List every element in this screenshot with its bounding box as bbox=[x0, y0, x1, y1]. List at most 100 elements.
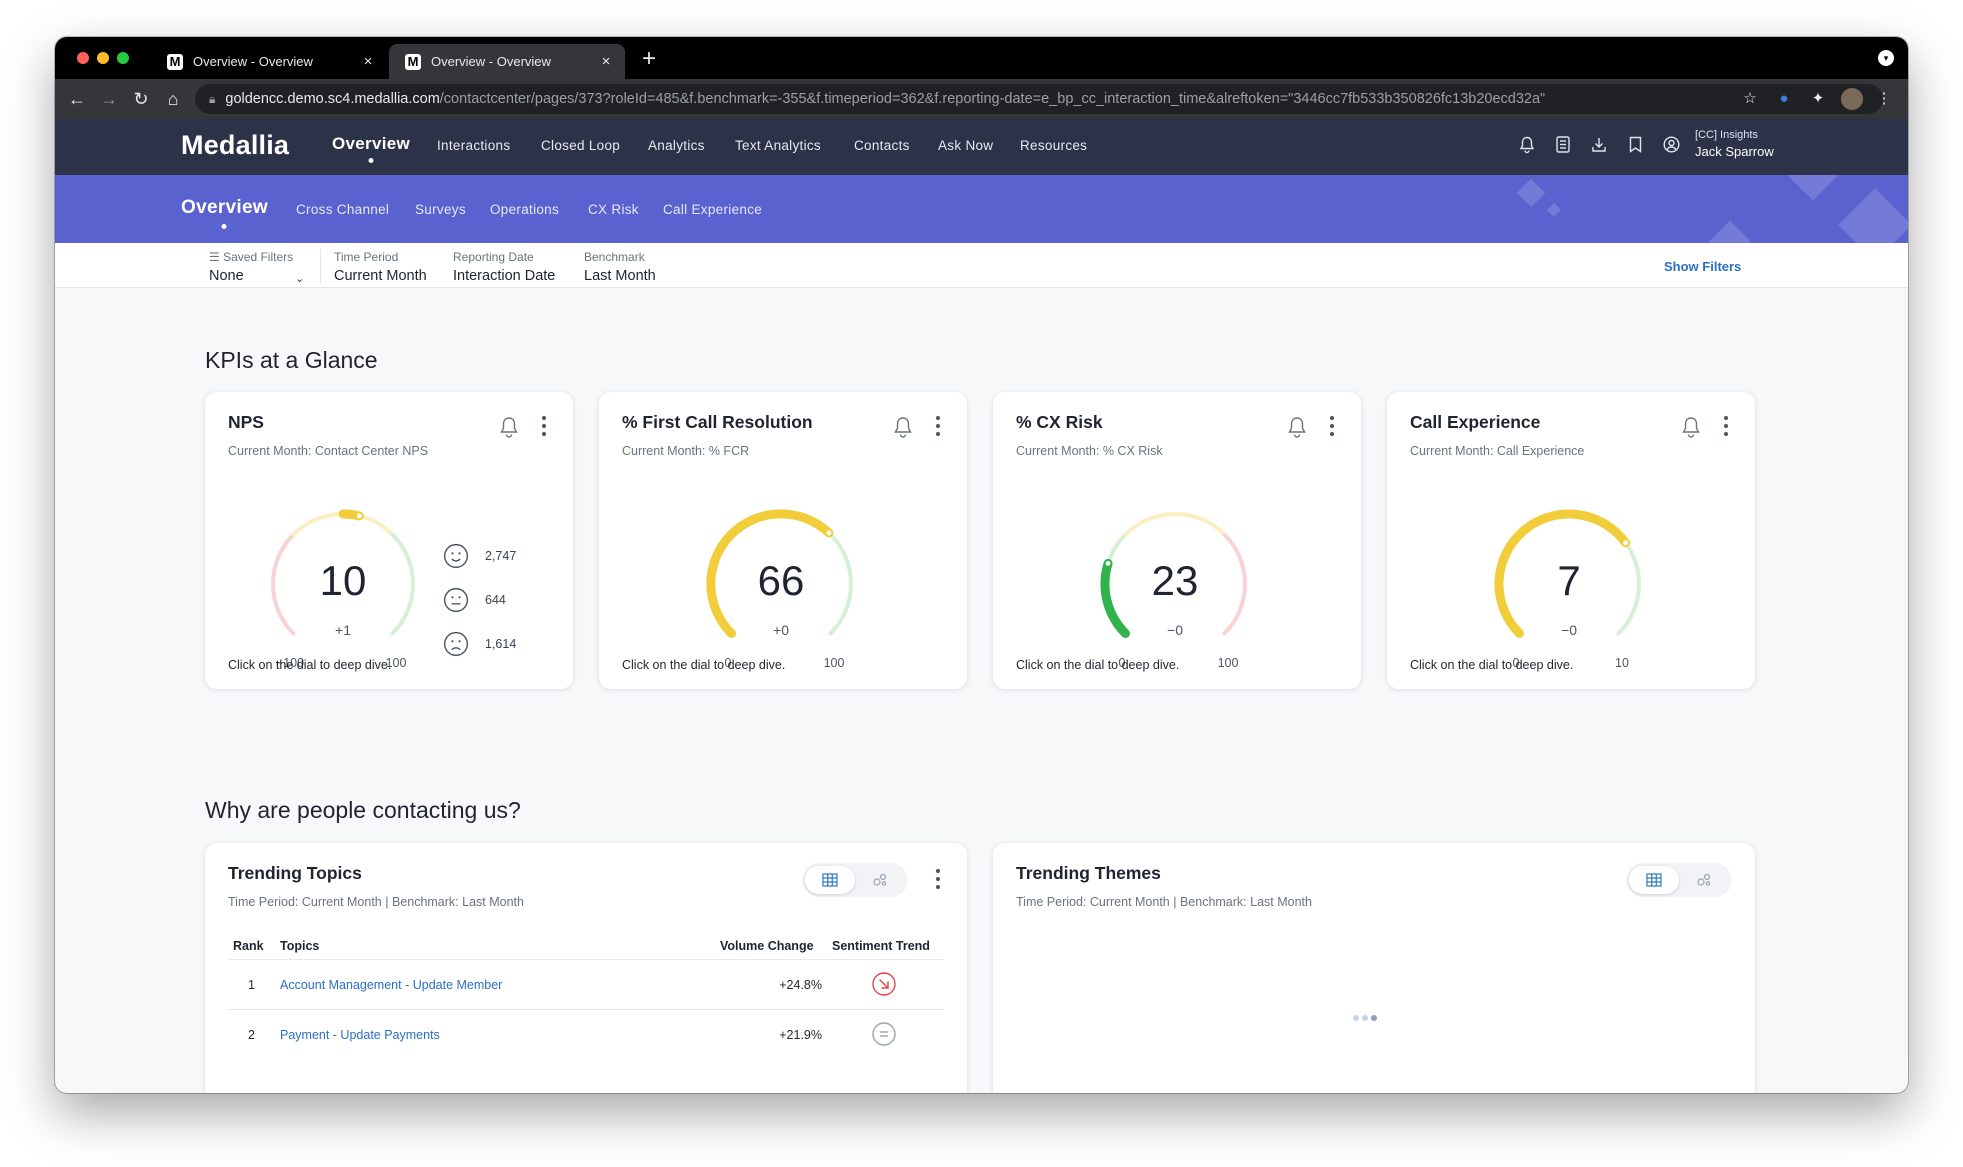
kpi-card: NPS Current Month: Contact Center NPS 10… bbox=[205, 392, 573, 689]
tab-title: Overview - Overview bbox=[193, 54, 313, 69]
kpi-dial[interactable]: 23 −0 0 100 bbox=[1100, 509, 1280, 670]
tab-search-icon[interactable]: ▾ bbox=[1878, 50, 1894, 66]
reload-icon[interactable]: ↻ bbox=[133, 89, 149, 109]
alert-bell-icon[interactable] bbox=[1681, 416, 1701, 438]
alert-bell-icon[interactable] bbox=[499, 416, 519, 438]
filter-label: Time Period bbox=[334, 250, 399, 264]
neutral-face-icon bbox=[443, 587, 477, 613]
table-grid-icon bbox=[1646, 873, 1662, 887]
close-window-button[interactable] bbox=[77, 52, 89, 64]
nav-contacts[interactable]: Contacts bbox=[854, 138, 910, 153]
back-arrow-icon[interactable]: ← bbox=[68, 89, 86, 109]
gauge-value-arc bbox=[706, 509, 834, 638]
kpi-dial[interactable]: 10 +1 −100 100 bbox=[268, 509, 448, 670]
browser-tab-active[interactable]: M Overview - Overview × bbox=[389, 44, 625, 79]
more-options-icon[interactable] bbox=[1723, 416, 1729, 436]
more-options-icon[interactable] bbox=[935, 416, 941, 436]
kpi-dial[interactable]: 7 −0 0 10 bbox=[1494, 509, 1674, 670]
dial-min-label: 0 bbox=[1512, 656, 1520, 670]
user-account-icon[interactable] bbox=[1661, 136, 1681, 156]
filter-benchmark[interactable]: Benchmark Last Month bbox=[584, 250, 656, 284]
bubble-view-button[interactable] bbox=[855, 866, 905, 894]
decorative-diamond bbox=[1546, 202, 1562, 218]
minimize-window-button[interactable] bbox=[97, 52, 109, 64]
user-role: [CC] Insights bbox=[1695, 129, 1758, 141]
table-view-button[interactable] bbox=[805, 866, 855, 894]
smile-icon bbox=[443, 543, 477, 569]
report-icon[interactable] bbox=[1553, 136, 1573, 156]
browser-tab[interactable]: M Overview - Overview × bbox=[151, 44, 387, 79]
nav-text-analytics[interactable]: Text Analytics bbox=[735, 138, 821, 153]
gauge-value-arc bbox=[1100, 558, 1130, 638]
volume-change-cell: +21.9% bbox=[779, 1028, 822, 1042]
url-path: /contactcenter/pages/373?roleId=485&f.be… bbox=[439, 91, 1546, 107]
kpi-dial[interactable]: 66 +0 0 100 bbox=[706, 509, 886, 670]
view-toggle bbox=[802, 863, 908, 897]
nav-closed-loop[interactable]: Closed Loop bbox=[541, 138, 621, 153]
lock-icon: 🔒︎ bbox=[209, 91, 216, 106]
gauge-arc bbox=[706, 509, 854, 638]
dial-max-label: 100 bbox=[385, 656, 407, 670]
tab-surveys[interactable]: Surveys bbox=[415, 202, 466, 217]
kpi-value: 7 bbox=[1557, 557, 1581, 604]
column-header[interactable]: Sentiment Trend bbox=[832, 939, 930, 953]
nav-resources[interactable]: Resources bbox=[1020, 138, 1088, 153]
alert-bell-icon[interactable] bbox=[1287, 416, 1307, 438]
tab-overview[interactable]: Overview bbox=[181, 197, 268, 218]
tab-cx-risk[interactable]: CX Risk bbox=[588, 202, 639, 217]
nav-ask-now[interactable]: Ask Now bbox=[938, 138, 994, 153]
address-bar[interactable]: 🔒︎ goldencc.demo.sc4.medallia.com/contac… bbox=[195, 84, 1883, 114]
nav-interactions[interactable]: Interactions bbox=[437, 138, 511, 153]
column-header[interactable]: Rank bbox=[233, 939, 264, 953]
puzzle-icon[interactable]: ✦ bbox=[1811, 90, 1825, 107]
column-header[interactable]: Topics bbox=[280, 939, 320, 953]
avatar[interactable] bbox=[1841, 88, 1863, 110]
medallia-logo[interactable]: Medallia bbox=[181, 130, 290, 160]
topic-link[interactable]: Account Management - Update Member bbox=[280, 978, 503, 992]
saved-filters-dropdown[interactable]: ☰ Saved Filters None ⌄ bbox=[209, 250, 304, 285]
alert-bell-icon[interactable] bbox=[893, 416, 913, 438]
new-tab-button[interactable]: + bbox=[641, 45, 656, 72]
topic-link[interactable]: Payment - Update Payments bbox=[280, 1028, 440, 1042]
table-view-button[interactable] bbox=[1629, 866, 1679, 894]
kpi-delta: −0 bbox=[1561, 622, 1577, 638]
home-icon[interactable]: ⌂ bbox=[167, 89, 179, 109]
deep-dive-hint: Click on the dial to deep dive. bbox=[228, 658, 392, 672]
more-options-icon[interactable] bbox=[541, 416, 547, 436]
show-filters-link[interactable]: Show Filters bbox=[1664, 259, 1742, 274]
kpi-title: Call Experience bbox=[1410, 412, 1541, 432]
more-options-icon[interactable] bbox=[1329, 416, 1335, 436]
column-header[interactable]: Volume Change bbox=[720, 939, 814, 953]
rank-cell: 1 bbox=[248, 978, 255, 992]
bookmark-star-icon[interactable]: ☆ bbox=[1743, 90, 1757, 107]
extension-icon[interactable]: ● bbox=[1779, 90, 1789, 107]
maximize-window-button[interactable] bbox=[117, 52, 129, 64]
nav-analytics[interactable]: Analytics bbox=[648, 138, 705, 153]
dial-max-label: 100 bbox=[823, 656, 845, 670]
nps-count: 2,747 bbox=[485, 549, 517, 563]
decorative-diamond bbox=[1787, 175, 1839, 201]
tab-cross-channel[interactable]: Cross Channel bbox=[296, 202, 390, 217]
tab-operations[interactable]: Operations bbox=[490, 202, 560, 217]
download-icon[interactable] bbox=[1589, 136, 1609, 156]
more-options-icon[interactable] bbox=[935, 869, 941, 889]
browser-menu-icon[interactable]: ⋮ bbox=[1876, 90, 1892, 107]
filter-time-period[interactable]: Time Period Current Month bbox=[334, 250, 427, 284]
notification-bell-icon[interactable] bbox=[1517, 136, 1537, 156]
table-row: 2 Payment - Update Payments +21.9% bbox=[228, 1009, 944, 1059]
nav-overview[interactable]: Overview bbox=[332, 134, 411, 153]
close-tab-icon[interactable]: × bbox=[363, 53, 373, 70]
forward-arrow-icon[interactable]: → bbox=[100, 89, 118, 109]
filter-value: Current Month bbox=[334, 268, 427, 284]
frown-icon bbox=[443, 631, 477, 657]
close-tab-icon[interactable]: × bbox=[601, 53, 611, 70]
dial-min-label: 0 bbox=[724, 656, 732, 670]
user-menu[interactable]: [CC] Insights Jack Sparrow bbox=[1695, 129, 1774, 159]
bookmark-icon[interactable] bbox=[1625, 136, 1645, 156]
kpi-section-title: KPIs at a Glance bbox=[205, 347, 378, 373]
tab-title: Overview - Overview bbox=[431, 54, 551, 69]
filter-reporting-date[interactable]: Reporting Date Interaction Date bbox=[453, 250, 555, 284]
gauge-arc bbox=[1494, 509, 1642, 638]
bubble-view-button[interactable] bbox=[1679, 866, 1729, 894]
tab-call-experience[interactable]: Call Experience bbox=[663, 202, 763, 217]
